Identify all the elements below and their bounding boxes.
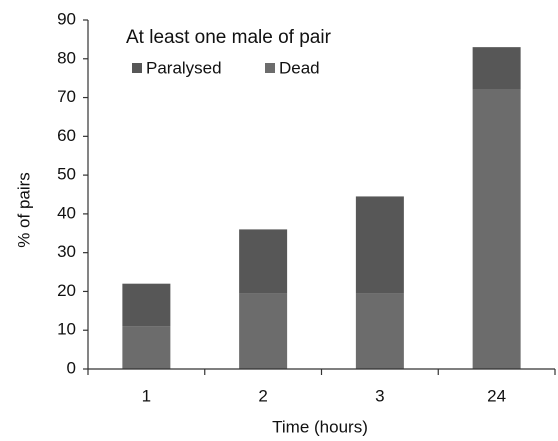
bar-segment [122,326,171,369]
bar-segment [472,89,521,370]
bar-segment [472,47,521,90]
y-tick-label: 90 [57,9,76,28]
legend-swatch [132,63,142,73]
x-tick-label: 2 [258,386,267,405]
x-axis-label: Time (hours) [272,417,368,436]
y-tick-label: 30 [57,242,76,261]
legend-label: Dead [279,58,320,77]
chart-title: At least one male of pair [126,27,332,48]
y-tick-label: 10 [57,320,76,339]
y-axis-label: % of pairs [14,172,33,248]
legend-swatch [265,63,275,73]
y-tick-label: 40 [57,203,76,222]
bar-segment [239,293,288,369]
bar-segment [355,196,404,294]
x-tick-label: 3 [375,386,384,405]
bar-segment [355,293,404,369]
y-tick-label: 20 [57,281,76,300]
y-tick-label: 0 [67,358,76,377]
y-tick-label: 80 [57,48,76,67]
x-tick-label: 24 [487,386,506,405]
legend-label: Paralysed [146,58,222,77]
x-tick-label: 1 [142,386,151,405]
bar-segment [122,283,171,327]
y-tick-label: 60 [57,126,76,145]
bar-segment [239,229,288,294]
y-tick-label: 50 [57,165,76,184]
y-tick-label: 70 [57,87,76,106]
